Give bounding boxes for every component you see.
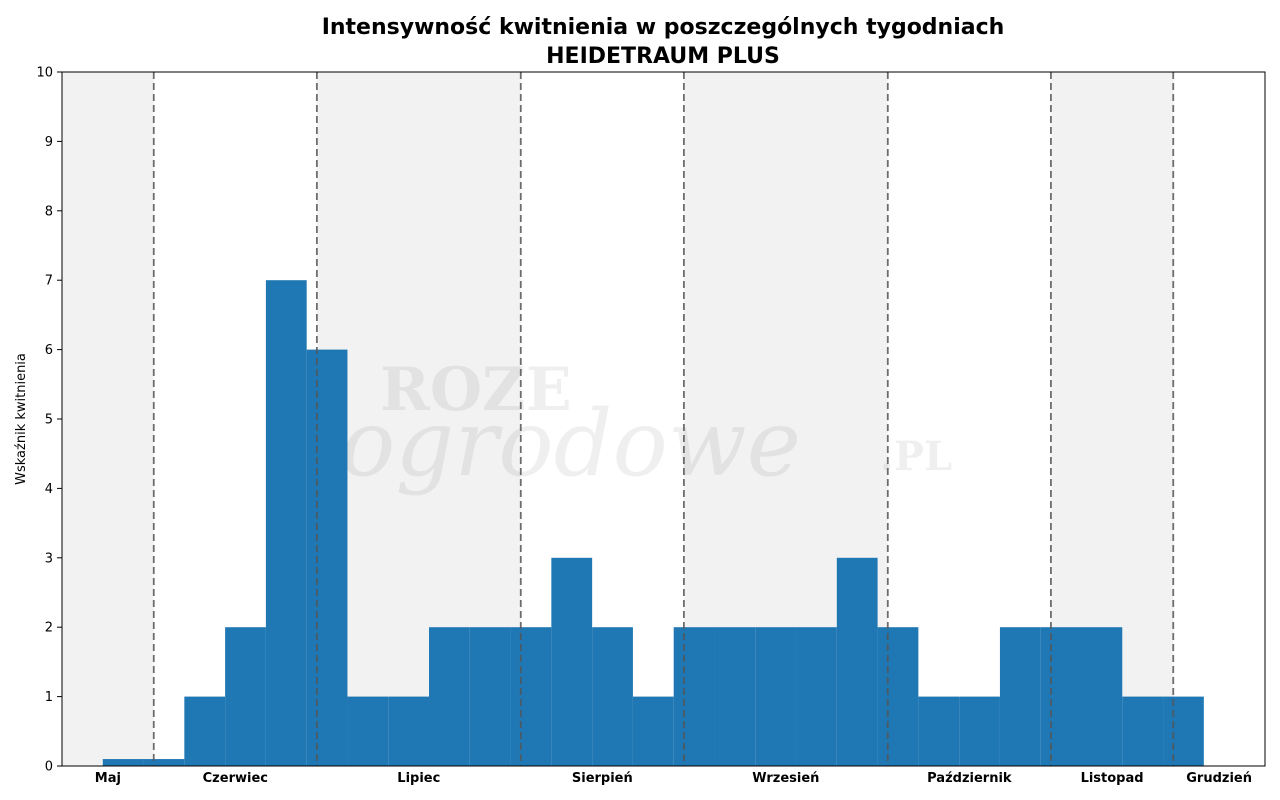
- chart-subtitle: HEIDETRAUM PLUS: [546, 44, 780, 69]
- watermark-line1: ROZE: [380, 355, 572, 425]
- month-shade-0: [62, 72, 154, 766]
- bar-week-24: [999, 627, 1041, 766]
- bar-week-12: [510, 627, 552, 766]
- month-label-4: Wrzesień: [752, 771, 819, 786]
- chart-title: Intensywność kwitnienia w poszczególnych…: [322, 15, 1005, 40]
- month-labels: Maj Czerwiec Lipiec Sierpień Wrzesień Paździe…: [95, 771, 1252, 786]
- bar-week-21: [877, 627, 919, 766]
- bar-week-15: [632, 696, 674, 766]
- y-tick-label-2: 2: [45, 621, 53, 636]
- bar-week-25: [1040, 627, 1082, 766]
- month-label-5: Październik: [927, 771, 1012, 786]
- y-tick-label-1: 1: [45, 690, 53, 705]
- month-label-0: Maj: [95, 771, 121, 786]
- bar-week-26: [1081, 627, 1123, 766]
- month-label-2: Lipiec: [397, 771, 440, 786]
- bar-week-6: [265, 280, 307, 766]
- y-tick-label-8: 8: [45, 204, 53, 219]
- bar-week-14: [592, 627, 633, 766]
- month-label-3: Sierpień: [572, 771, 633, 786]
- bar-week-9: [388, 696, 430, 766]
- month-label-1: Czerwiec: [203, 771, 268, 786]
- month-label-7: Grudzień: [1186, 771, 1252, 786]
- bar-week-28: [1163, 696, 1204, 766]
- bars: [102, 280, 1204, 766]
- bar-week-11: [469, 627, 511, 766]
- bar-week-18: [755, 627, 797, 766]
- month-label-6: Listopad: [1081, 771, 1144, 786]
- watermark-suffix: .PL: [880, 433, 952, 480]
- y-tick-label-6: 6: [45, 343, 53, 358]
- bar-week-2: [102, 759, 144, 766]
- y-tick-label-3: 3: [45, 551, 53, 566]
- y-tick-label-10: 10: [36, 66, 53, 81]
- bar-week-3: [143, 759, 185, 766]
- bar-week-8: [347, 696, 389, 766]
- y-tick-label-5: 5: [45, 413, 53, 428]
- watermark-line2: ogrodowe: [340, 390, 801, 497]
- bar-week-19: [796, 627, 837, 766]
- watermark: ROZE ogrodowe .PL: [340, 355, 952, 497]
- bar-week-10: [429, 627, 470, 766]
- bar-week-5: [225, 627, 266, 766]
- y-tick-label-7: 7: [45, 274, 53, 289]
- bar-week-20: [836, 557, 878, 766]
- bar-week-13: [551, 557, 593, 766]
- bar-week-7: [306, 349, 348, 766]
- bar-week-27: [1122, 696, 1164, 766]
- y-axis-label: Wskaźnik kwitnienia: [14, 353, 29, 485]
- y-tick-label-9: 9: [45, 135, 53, 150]
- bar-week-23: [959, 696, 1000, 766]
- month-dividers: [152, 72, 1175, 766]
- bar-week-16: [673, 627, 715, 766]
- y-axis-ticks: 0 1 2 3 4 5 6 7 8 9 10: [36, 66, 62, 775]
- bar-week-17: [714, 627, 756, 766]
- bar-week-4: [184, 696, 226, 766]
- y-tick-label-0: 0: [45, 760, 53, 775]
- bar-week-22: [918, 696, 960, 766]
- y-tick-label-4: 4: [45, 482, 53, 497]
